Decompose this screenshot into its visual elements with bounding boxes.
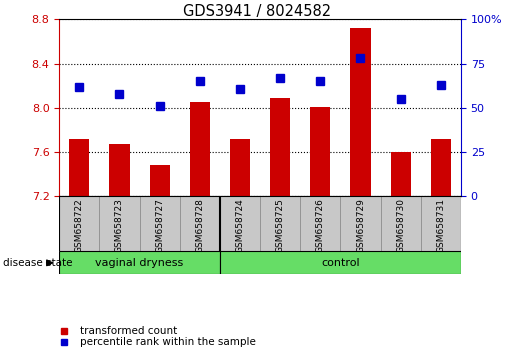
Bar xyxy=(270,98,290,196)
Text: GSM658724: GSM658724 xyxy=(235,198,245,253)
Bar xyxy=(230,139,250,196)
Bar xyxy=(310,107,330,196)
Bar xyxy=(381,196,421,251)
Text: GSM658730: GSM658730 xyxy=(396,198,405,253)
Text: GSM658726: GSM658726 xyxy=(316,198,325,253)
Bar xyxy=(109,144,129,196)
Text: GSM658728: GSM658728 xyxy=(195,198,204,253)
Text: GSM658731: GSM658731 xyxy=(436,198,445,253)
Text: percentile rank within the sample: percentile rank within the sample xyxy=(80,337,256,347)
Bar xyxy=(140,196,180,251)
Text: GDS3941 / 8024582: GDS3941 / 8024582 xyxy=(183,4,332,18)
Text: transformed count: transformed count xyxy=(80,326,177,336)
Bar xyxy=(390,152,410,196)
Bar xyxy=(180,196,220,251)
Text: control: control xyxy=(321,258,359,268)
Bar xyxy=(149,165,169,196)
Bar xyxy=(340,196,381,251)
Bar xyxy=(220,251,461,274)
Bar xyxy=(59,251,220,274)
Text: GSM658722: GSM658722 xyxy=(75,198,84,253)
Bar xyxy=(59,196,99,251)
Text: GSM658727: GSM658727 xyxy=(155,198,164,253)
Bar xyxy=(350,28,370,196)
Bar xyxy=(431,139,451,196)
Bar xyxy=(99,196,140,251)
Bar xyxy=(300,196,340,251)
Bar xyxy=(190,102,210,196)
Text: GSM658725: GSM658725 xyxy=(276,198,285,253)
Bar xyxy=(260,196,300,251)
Bar xyxy=(421,196,461,251)
Bar xyxy=(220,196,260,251)
Text: vaginal dryness: vaginal dryness xyxy=(95,258,184,268)
Text: GSM658723: GSM658723 xyxy=(115,198,124,253)
Text: disease state: disease state xyxy=(3,258,72,268)
Text: GSM658729: GSM658729 xyxy=(356,198,365,253)
Bar xyxy=(69,139,89,196)
